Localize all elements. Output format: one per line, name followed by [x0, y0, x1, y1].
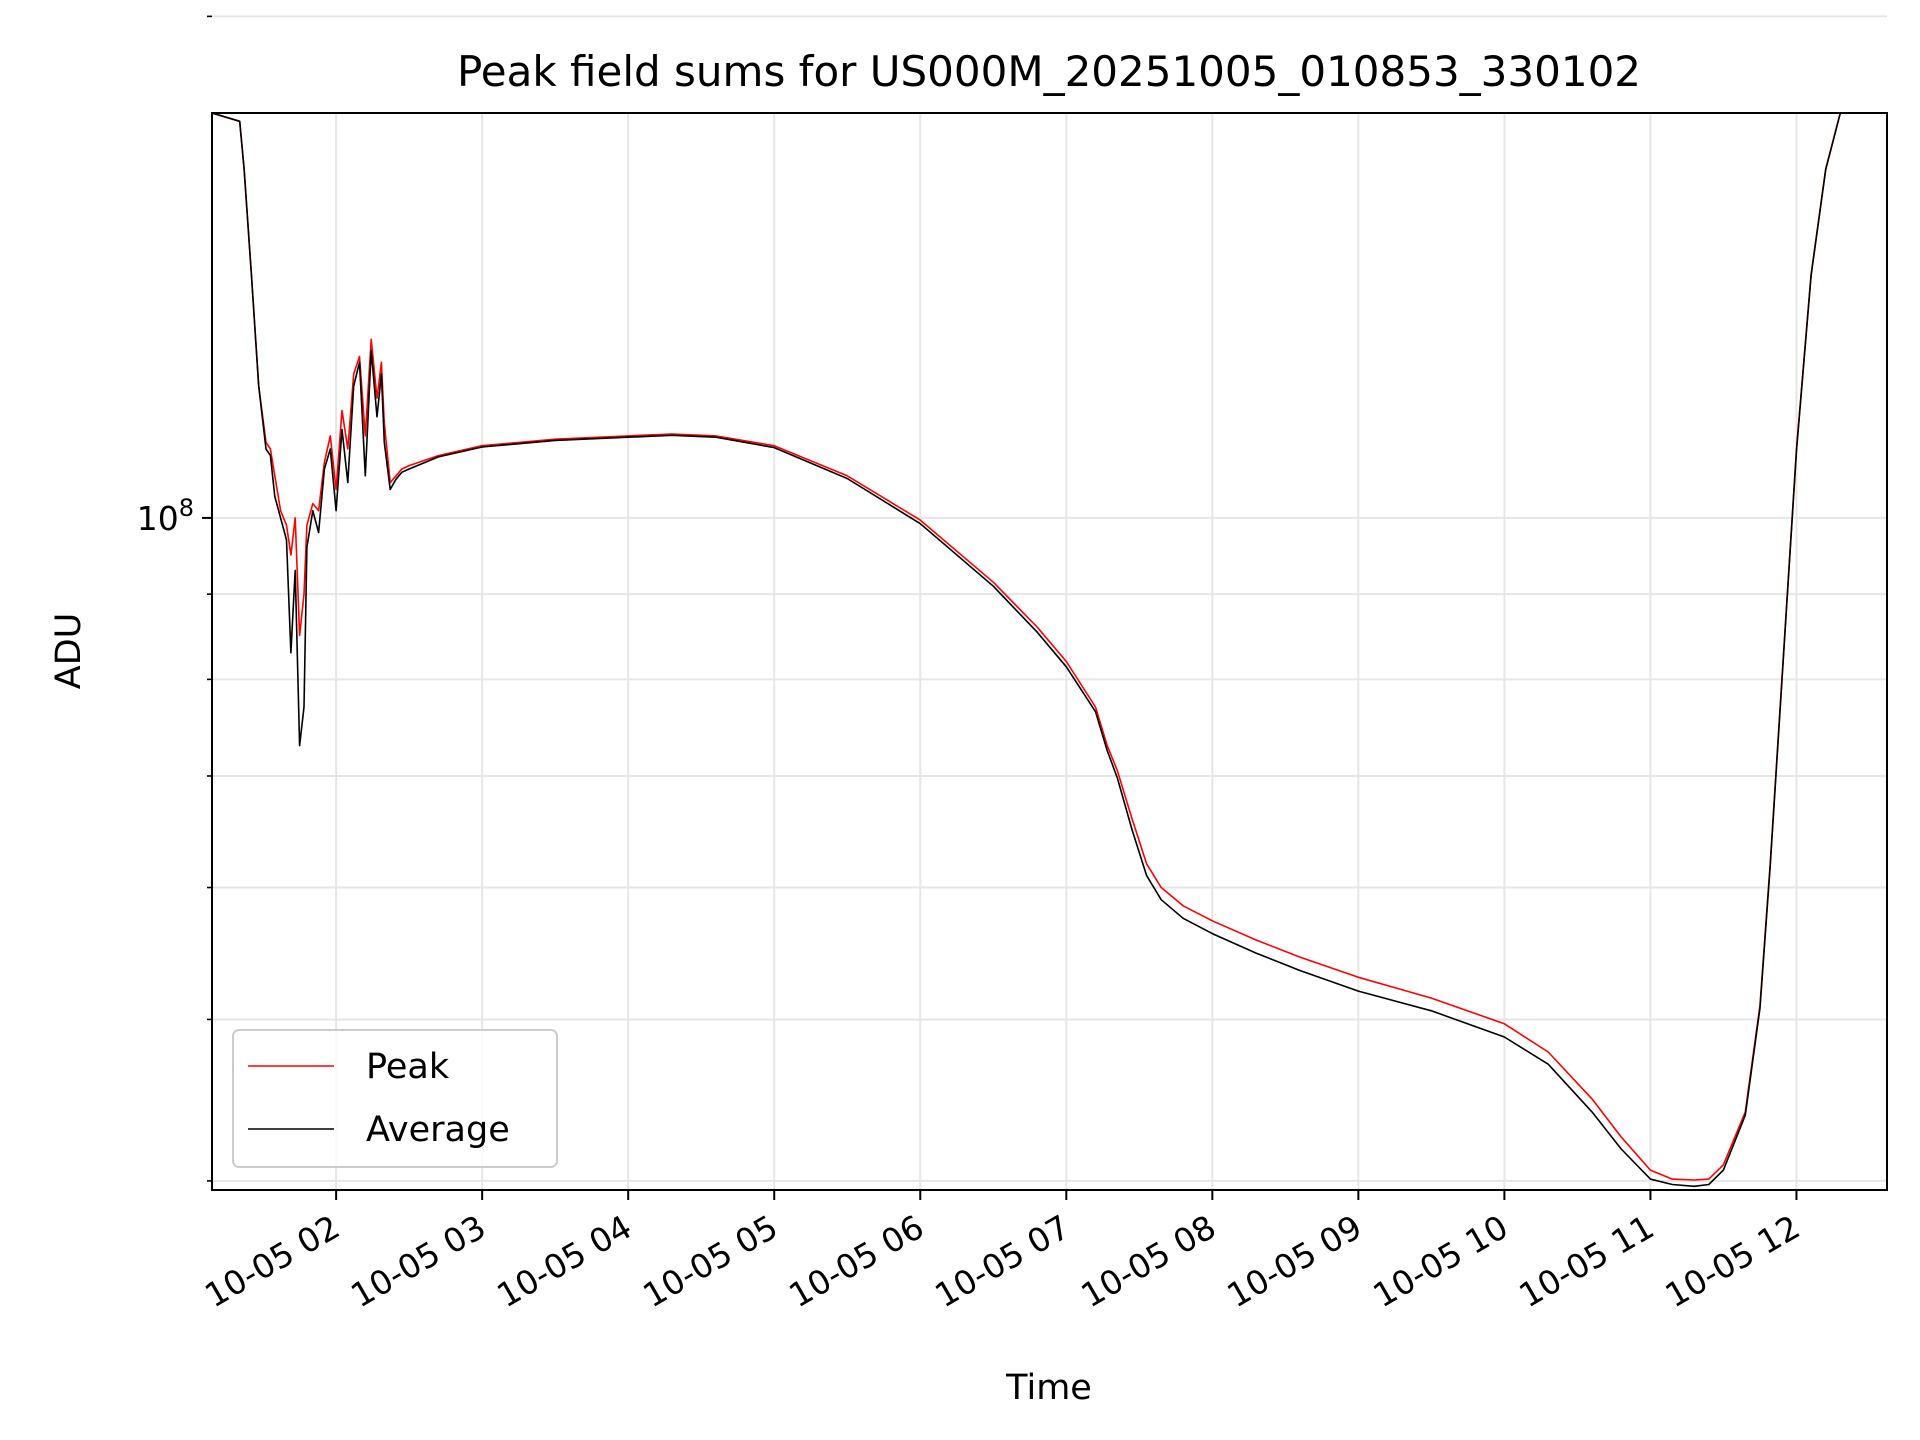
plot-frame: [211, 112, 1888, 1191]
legend: Peak Average: [232, 1029, 558, 1168]
y-tick-label: 108: [137, 494, 194, 538]
grid: [212, 15, 1887, 1190]
series-line-peak: [212, 113, 1844, 1181]
legend-peak-label: Peak: [366, 1047, 450, 1087]
y-axis: 108: [137, 15, 212, 1182]
x-axis-label: Time: [1005, 1368, 1092, 1408]
chart-title: Peak field sums for US000M_20251005_0108…: [457, 47, 1641, 96]
legend-box: [232, 1029, 558, 1168]
series-layer: [212, 113, 1844, 1188]
legend-average-label: Average: [366, 1110, 510, 1150]
series-line-average: [212, 113, 1844, 1188]
y-axis-label: ADU: [49, 613, 89, 690]
